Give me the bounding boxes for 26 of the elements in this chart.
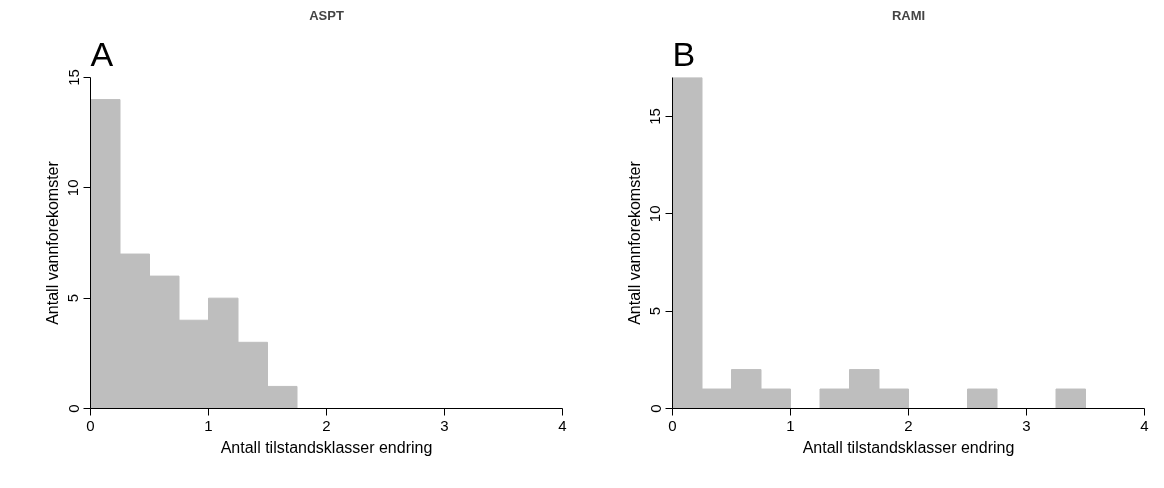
x-tick-label: 3 xyxy=(440,416,449,434)
y-tick-label: 5 xyxy=(64,293,82,303)
x-tick-label: 1 xyxy=(204,416,213,434)
x-tick-label: 2 xyxy=(322,416,331,434)
x-tick-label: 0 xyxy=(668,416,677,434)
text: B xyxy=(672,34,696,73)
y-tick-label: 5 xyxy=(646,306,664,316)
x-axis-title: Antall tilstandsklasser endring xyxy=(220,438,433,456)
y-tick-label: 15 xyxy=(64,69,82,86)
y-axis-title: Antall vannforekomster xyxy=(43,160,61,325)
chart-title: ASPT xyxy=(309,7,344,23)
x-tick-label: 4 xyxy=(1140,416,1149,434)
chart-title: RAMI xyxy=(891,7,926,23)
text: A xyxy=(90,34,114,73)
y-tick-label: 0 xyxy=(64,404,82,413)
y-tick-label: 10 xyxy=(646,205,664,223)
x-tick-label: 3 xyxy=(1022,416,1031,434)
x-tick-label: 1 xyxy=(786,416,795,434)
y-tick-label: 15 xyxy=(646,108,664,125)
x-tick-label: 4 xyxy=(558,416,567,434)
y-axis-title: Antall vannforekomster xyxy=(625,160,643,325)
x-axis-title: Antall tilstandsklasser endring xyxy=(802,438,1015,456)
x-tick-label: 2 xyxy=(904,416,913,434)
y-tick-label: 0 xyxy=(646,404,664,413)
x-tick-label: 0 xyxy=(86,416,95,434)
y-tick-label: 10 xyxy=(64,179,82,197)
